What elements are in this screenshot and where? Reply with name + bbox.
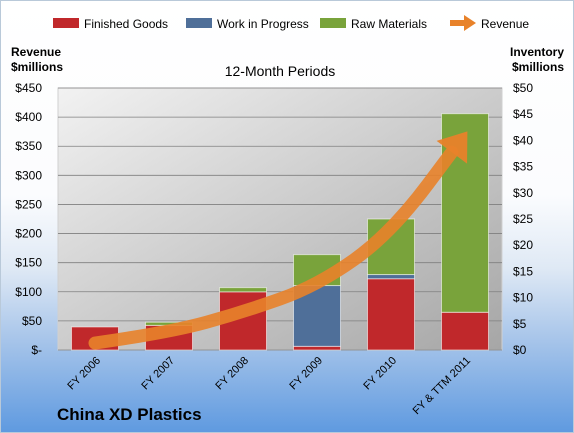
category-label: FY 2008 bbox=[213, 355, 251, 393]
left-axis-ticks: $- $50 $100 $150 $200 $250 $300 $350 $400 $450 bbox=[15, 81, 42, 357]
legend-label-raw-materials: Raw Materials bbox=[351, 17, 427, 31]
left-tick-label: $350 bbox=[15, 139, 42, 153]
left-tick-label: $200 bbox=[15, 227, 42, 241]
plot-area bbox=[57, 87, 503, 351]
category-label: FY 2007 bbox=[139, 355, 177, 393]
right-axis-title-line1: Inventory bbox=[510, 45, 564, 59]
right-tick-label: $35 bbox=[513, 160, 533, 174]
right-tick-label: $20 bbox=[513, 238, 533, 252]
bar-finished-goods-fy-2010 bbox=[367, 278, 415, 351]
right-tick-label: $5 bbox=[513, 317, 527, 331]
right-tick-label: $45 bbox=[513, 107, 533, 121]
right-axis-ticks: $0 $5 $10 $15 $20 $25 $30 $35 $40 $45 $50 bbox=[513, 81, 533, 357]
left-tick-label: $450 bbox=[15, 81, 42, 95]
bar-finished-goods-fy-ttm-2011 bbox=[441, 311, 489, 351]
legend-arrowhead bbox=[464, 15, 476, 31]
revenue-arrow-shaft bbox=[88, 145, 459, 350]
right-tick-label: $0 bbox=[513, 343, 527, 357]
left-tick-label: $300 bbox=[15, 168, 42, 182]
legend: Finished Goods Work in Progress Raw Materi… bbox=[53, 15, 529, 31]
legend-label-revenue: Revenue bbox=[481, 17, 529, 31]
bar-finished-goods-fy-2009 bbox=[293, 345, 341, 351]
left-tick-label: $50 bbox=[22, 314, 42, 328]
left-tick-label: $250 bbox=[15, 197, 42, 211]
chart-subtitle: 12-Month Periods bbox=[225, 63, 336, 79]
right-tick-label: $25 bbox=[513, 212, 533, 226]
legend-swatch-finished-goods bbox=[53, 18, 79, 28]
left-axis-title-line1: Revenue bbox=[11, 45, 61, 59]
left-tick-label: $- bbox=[31, 343, 42, 357]
right-tick-label: $10 bbox=[513, 291, 533, 305]
legend-label-finished-goods: Finished Goods bbox=[84, 17, 168, 31]
left-axis-title-line2: $millions bbox=[11, 60, 63, 74]
category-label: FY 2010 bbox=[361, 355, 399, 393]
right-tick-label: $40 bbox=[513, 133, 533, 147]
gridlines bbox=[58, 87, 502, 351]
left-tick-label: $150 bbox=[15, 256, 42, 270]
category-label: FY 2006 bbox=[65, 355, 103, 393]
revenue-arrow bbox=[88, 131, 468, 350]
category-label: FY 2009 bbox=[287, 355, 325, 393]
category-label: FY & TTM 2011 bbox=[411, 355, 474, 418]
revenue-arrow-head bbox=[436, 131, 468, 164]
bar-work-in-progress-fy-2010 bbox=[367, 274, 415, 280]
right-tick-label: $50 bbox=[513, 81, 533, 95]
right-tick-label: $15 bbox=[513, 264, 533, 278]
legend-label-work-in-progress: Work in Progress bbox=[217, 17, 309, 31]
right-tick-label: $30 bbox=[513, 186, 533, 200]
legend-swatch-work-in-progress bbox=[186, 18, 212, 28]
left-tick-label: $100 bbox=[15, 285, 42, 299]
left-tick-label: $400 bbox=[15, 110, 42, 124]
right-axis-title-line2: $millions bbox=[512, 60, 564, 74]
legend-swatch-raw-materials bbox=[320, 18, 346, 28]
bar-raw-materials-fy-2008 bbox=[219, 287, 267, 293]
company-name: China XD Plastics bbox=[57, 405, 202, 424]
